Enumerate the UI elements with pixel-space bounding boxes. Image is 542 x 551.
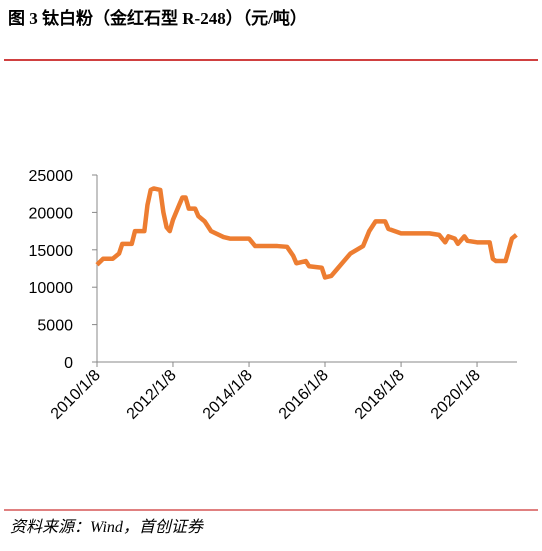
- chart-title: 图 3 钛白粉（金红石型 R-248）（元/吨）: [8, 8, 307, 28]
- x-tick-label: 2018/1/8: [352, 367, 408, 423]
- y-tick-label: 10000: [29, 280, 74, 297]
- y-tick-label: 15000: [29, 243, 74, 260]
- x-tick-label: 2014/1/8: [200, 367, 256, 423]
- y-tick-label: 25000: [29, 168, 74, 185]
- x-tick-label: 2012/1/8: [124, 367, 180, 423]
- y-tick-label: 20000: [29, 205, 74, 222]
- data-line: [95, 186, 518, 280]
- x-tick-label: 2016/1/8: [276, 367, 332, 423]
- y-tick-label: 5000: [37, 318, 73, 335]
- y-tick-label: 0: [64, 355, 73, 372]
- x-tick-label: 2010/1/8: [48, 367, 104, 423]
- source-note: 资料来源：Wind，首创证券: [10, 518, 205, 536]
- x-tick-label: 2020/1/8: [428, 367, 484, 423]
